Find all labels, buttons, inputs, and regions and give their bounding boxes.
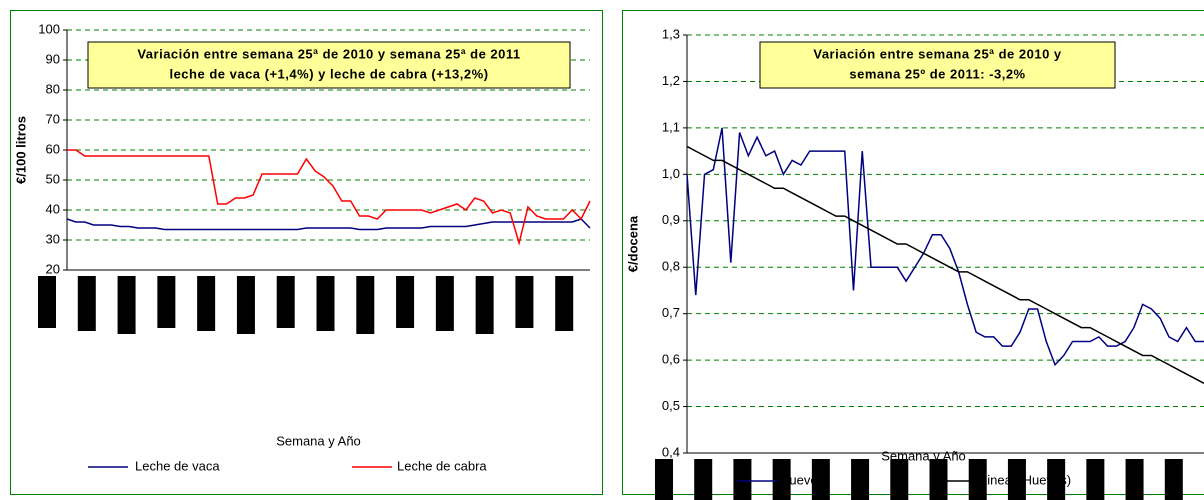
legend-label: Lineal (Huevos) [980, 472, 1071, 487]
y-tick-label: 30 [46, 231, 60, 246]
y-tick-label: 0,6 [662, 352, 680, 367]
series-line [686, 145, 1204, 384]
x-label-block [435, 276, 454, 331]
annotation-text: Variación entre semana 25ª de 2010 y [813, 46, 1062, 61]
x-label-block [851, 459, 870, 500]
y-axis-label: €/docena [625, 215, 640, 272]
x-label-block [117, 276, 136, 334]
x-axis-label: Semana y Año [276, 433, 361, 448]
x-label-block [515, 276, 534, 328]
x-label-block [929, 459, 948, 500]
legend-label: Leche de cabra [397, 458, 487, 473]
x-label-block [396, 276, 415, 328]
x-label-block [236, 276, 255, 334]
y-tick-label: 1,0 [662, 166, 680, 181]
y-tick-label: 0,5 [662, 398, 680, 413]
x-label-block [890, 459, 909, 500]
x-label-block [77, 276, 96, 331]
y-axis-label: €/100 litros [13, 116, 28, 184]
x-label-block [733, 459, 752, 500]
legend-label: Leche de vaca [135, 458, 220, 473]
x-label-block [655, 459, 673, 500]
x-label-block [555, 276, 574, 331]
x-label-block [811, 459, 830, 500]
annotation-text: leche de vaca (+1,4%) y leche de cabra (… [169, 66, 488, 81]
y-tick-label: 0,4 [662, 444, 680, 459]
x-label-block [316, 276, 335, 331]
y-tick-label: 1,1 [662, 119, 680, 134]
y-tick-label: 80 [46, 81, 60, 96]
chart-frame [10, 10, 603, 495]
x-label-block [1047, 459, 1066, 500]
x-label-block [772, 459, 791, 500]
x-label-block [1086, 459, 1105, 500]
x-label-block [1164, 459, 1183, 500]
x-label-block [475, 276, 494, 334]
legend-label: Huevos [780, 472, 825, 487]
x-label-block [276, 276, 295, 328]
series-line [686, 127, 1204, 367]
x-label-block [356, 276, 375, 334]
x-label-block [694, 459, 713, 500]
x-label-block [197, 276, 216, 331]
annotation-text: semana 25º de 2011: -3,2% [849, 66, 1025, 81]
y-tick-label: 20 [46, 261, 60, 276]
x-label-block [157, 276, 176, 328]
annotation-box [87, 41, 571, 89]
y-tick-label: 0,7 [662, 305, 680, 320]
x-label-block [38, 276, 56, 328]
y-tick-label: 70 [46, 111, 60, 126]
y-tick-label: 0,8 [662, 259, 680, 274]
y-tick-label: 50 [46, 171, 60, 186]
y-tick-label: 40 [46, 201, 60, 216]
series-line [66, 218, 591, 231]
y-tick-label: 100 [38, 21, 60, 36]
x-label-block [1125, 459, 1144, 500]
x-axis-label: Semana y Año [881, 448, 966, 463]
y-tick-label: 60 [46, 141, 60, 156]
y-tick-label: 1,3 [662, 26, 680, 41]
y-tick-label: 90 [46, 51, 60, 66]
series-line [67, 149, 591, 246]
x-label-block [1007, 459, 1026, 500]
annotation-box [759, 41, 1116, 89]
chart-frame [622, 10, 1204, 495]
annotation-text: Variación entre semana 25ª de 2010 y sem… [137, 46, 520, 61]
y-tick-label: 0,9 [662, 212, 680, 227]
x-label-block [968, 459, 987, 500]
y-tick-label: 1,2 [662, 73, 680, 88]
